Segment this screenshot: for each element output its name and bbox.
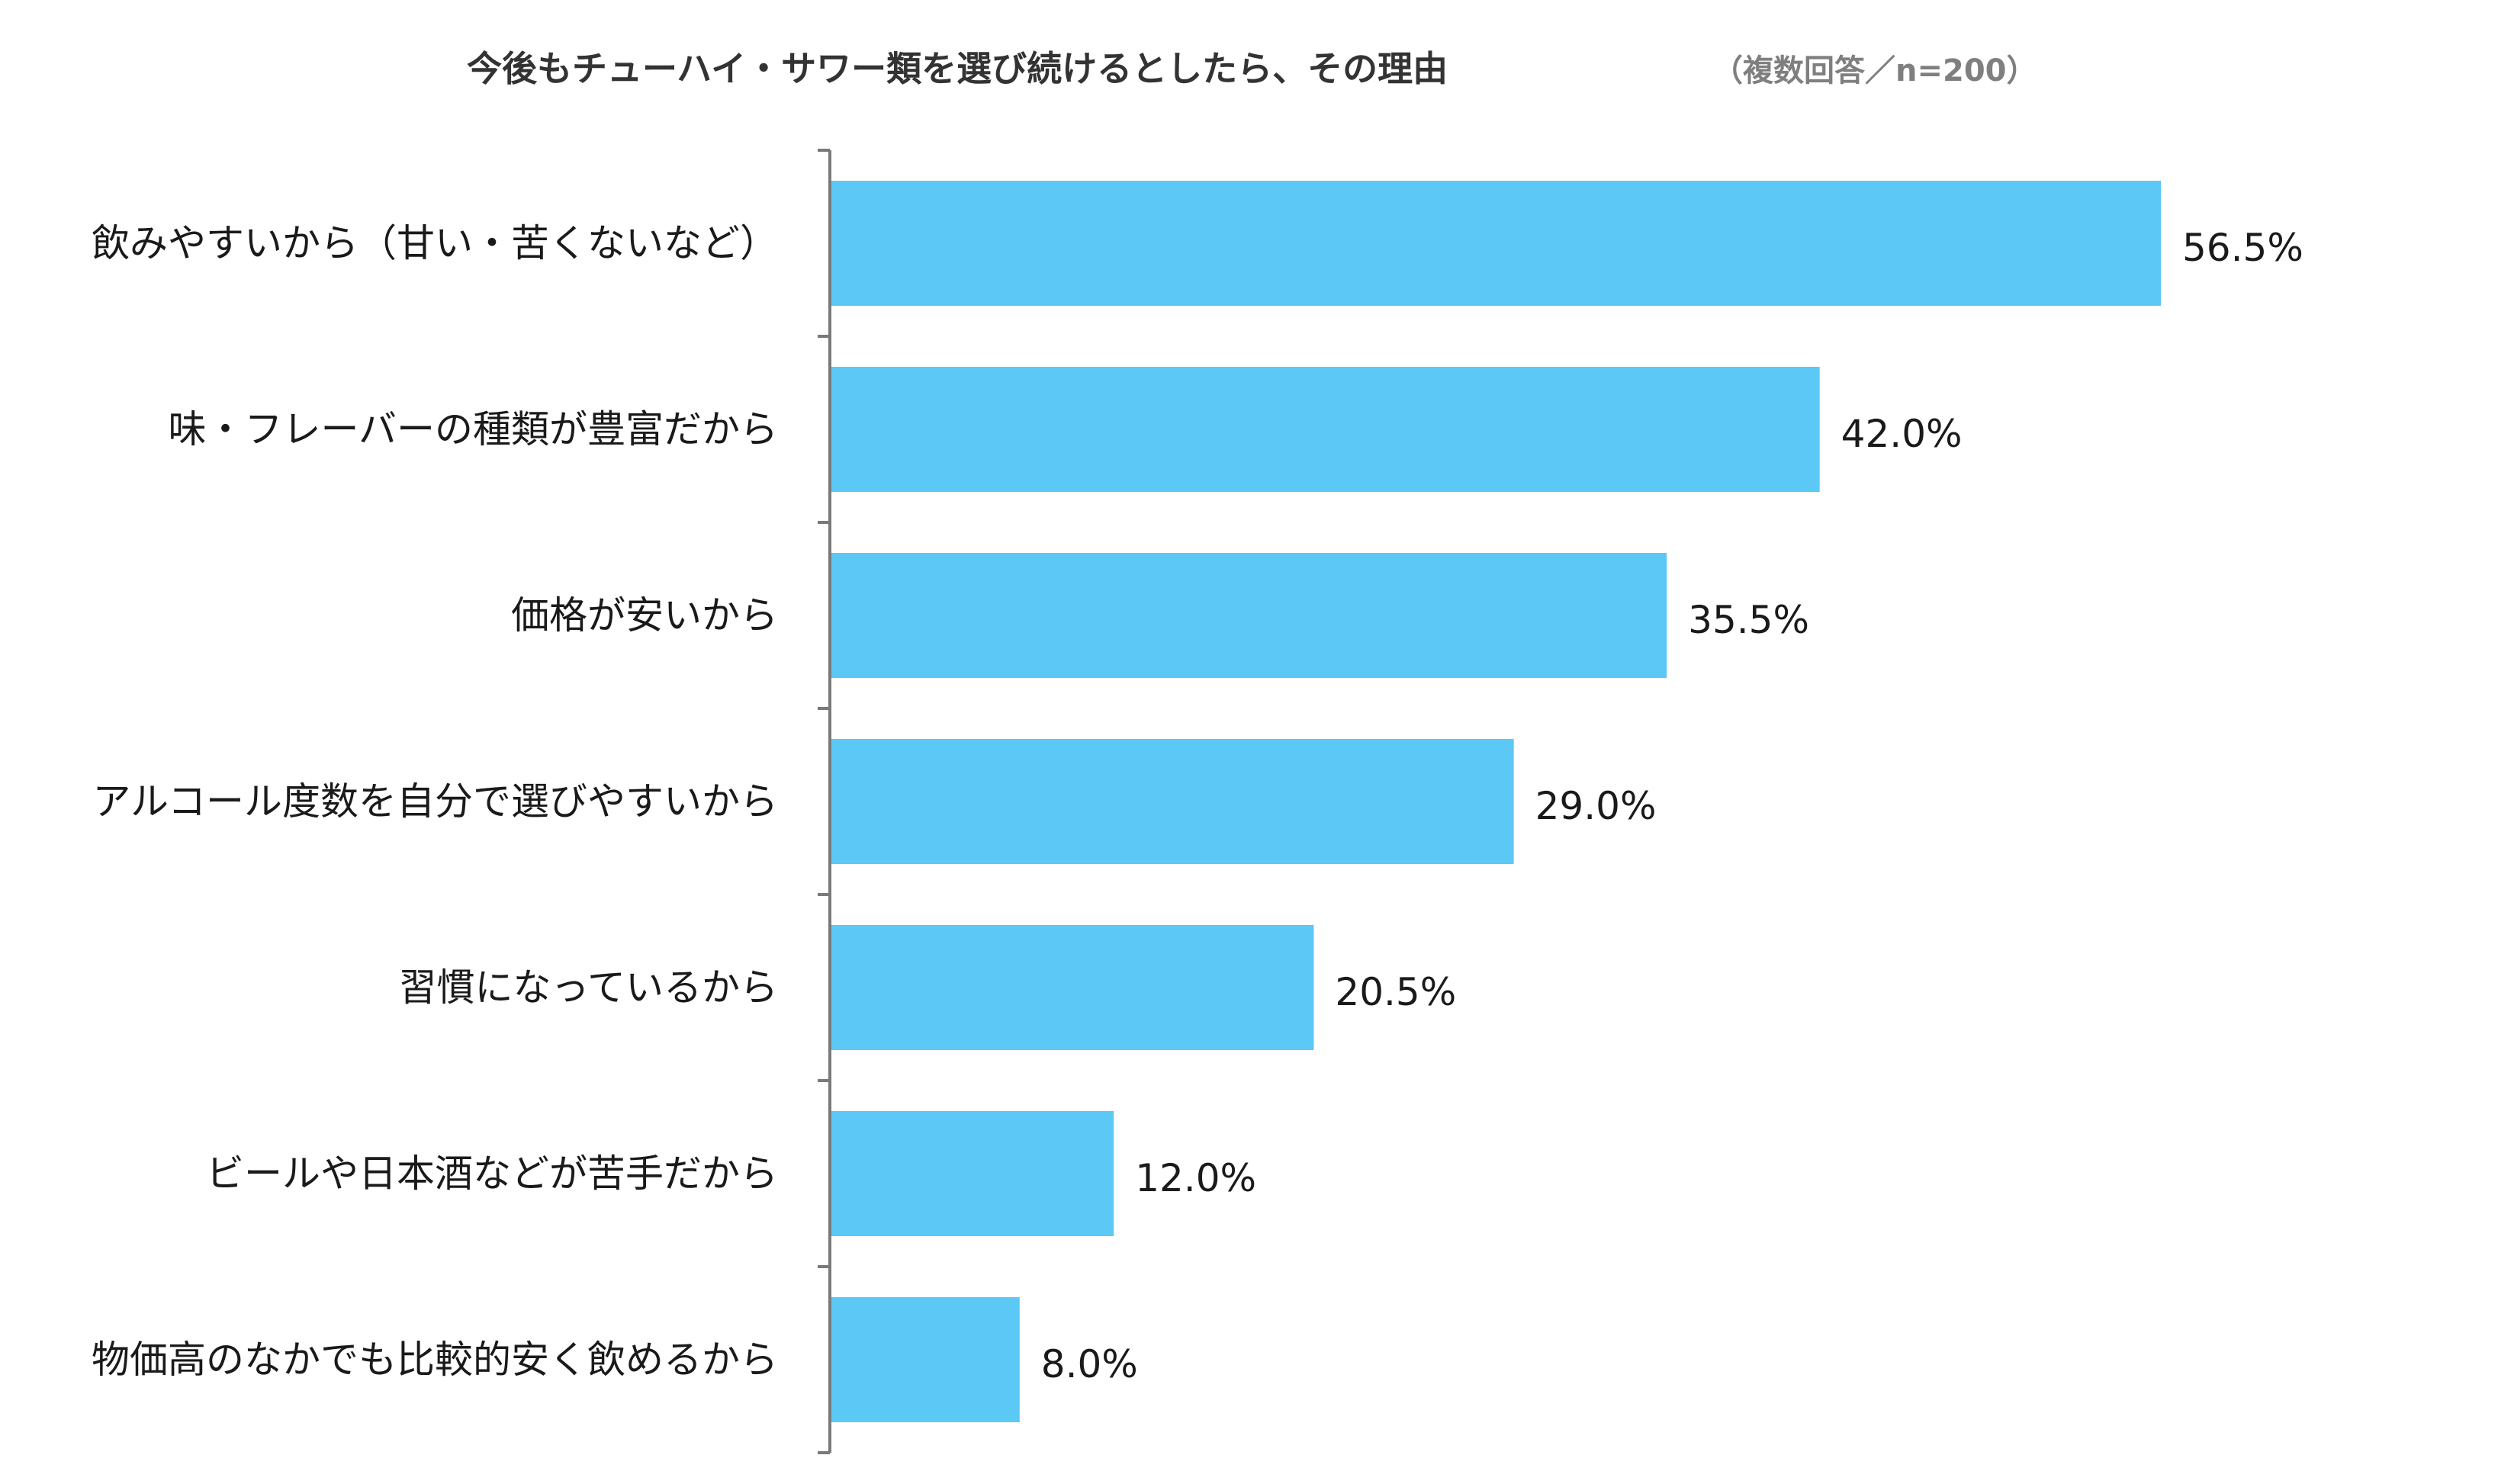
data-label: 12.0% <box>1135 1156 1256 1200</box>
bar <box>831 1297 1020 1422</box>
data-label: 29.0% <box>1535 784 1657 828</box>
category-label: 味・フレーバーの種類が豊富だから <box>169 407 779 451</box>
bar <box>831 739 1514 864</box>
chart-subtitle: （複数回答／n=200） <box>1712 53 2037 88</box>
chart-title: 今後もチューハイ・サワー類を選び続けるとしたら、その理由 <box>467 48 1448 89</box>
category-label: アルコール度数を自分で選びやすいから <box>93 779 779 824</box>
data-label: 35.5% <box>1688 598 1809 642</box>
data-label: 42.0% <box>1841 412 1963 456</box>
category-label: ビールや日本酒などが苦手だから <box>206 1152 778 1196</box>
category-axis: 飲みやすいから（甘い・苦くないなど） 味・フレーバーの種類が豊富だから価格が安いか… <box>92 149 831 1454</box>
category-label: 物価高のなかでも比較的安く飲めるから <box>92 1338 778 1382</box>
bar <box>831 925 1314 1050</box>
data-label: 56.5% <box>2182 226 2303 270</box>
bar <box>831 1111 1114 1236</box>
category-label: 習慣になっているから <box>399 965 779 1010</box>
bar <box>831 181 2161 306</box>
bars-group: 56.5% 42.0% 35.5% 29.0% 20.5% 12.0% 8.0% <box>831 181 2303 1422</box>
data-label: 20.5% <box>1335 970 1456 1014</box>
bar <box>831 553 1667 678</box>
category-label: 飲みやすいから（甘い・苦くないなど） <box>92 221 778 265</box>
bar <box>831 367 1820 492</box>
data-label: 8.0% <box>1041 1342 1138 1386</box>
category-label: 価格が安いから <box>511 593 778 638</box>
